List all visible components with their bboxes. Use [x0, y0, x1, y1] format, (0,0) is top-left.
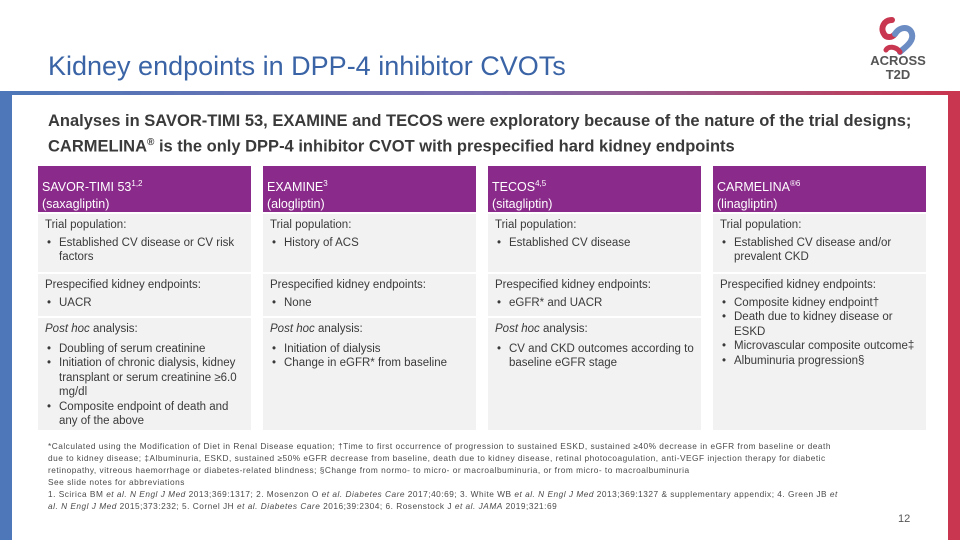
endpoints-cell: Prespecified kidney endpoints: Composite…	[713, 274, 926, 430]
list-item: Doubling of serum creatinine	[45, 342, 244, 357]
posthoc-cell: Post hoc analysis: Initiation of dialysi…	[263, 318, 476, 430]
posthoc-cell: Post hoc analysis: CV and CKD outcomes a…	[488, 318, 701, 430]
population-cell: Trial population: Established CV disease…	[713, 214, 926, 272]
list-item: Change in eGFR* from baseline	[270, 356, 469, 371]
endpoints-cell: Prespecified kidney endpoints: UACR	[38, 274, 251, 316]
list-item: UACR	[45, 296, 244, 311]
column-examine: EXAMINE3 (alogliptin) Trial population: …	[263, 166, 476, 430]
left-accent-bar	[0, 91, 12, 540]
slide-subtitle: Analyses in SAVOR-TIMI 53, EXAMINE and T…	[48, 112, 912, 156]
column-carmelina: CARMELINA®6 (linagliptin) Trial populati…	[713, 166, 926, 430]
list-item: Composite endpoint of death and any of t…	[45, 400, 244, 429]
top-accent-rule	[12, 91, 948, 95]
population-cell: Trial population: History of ACS	[263, 214, 476, 272]
posthoc-cell: Post hoc analysis: Doubling of serum cre…	[38, 318, 251, 430]
endpoints-cell: Prespecified kidney endpoints: None	[263, 274, 476, 316]
right-accent-bar	[948, 91, 960, 540]
footnotes: *Calculated using the Modification of Di…	[48, 440, 848, 512]
slide-title: Kidney endpoints in DPP-4 inhibitor CVOT…	[48, 51, 566, 81]
header-tecos: TECOS4,5 (sitagliptin)	[488, 166, 701, 212]
column-savor-timi: SAVOR-TIMI 531,2 (saxagliptin) Trial pop…	[38, 166, 251, 430]
footnote-definitions: *Calculated using the Modification of Di…	[48, 441, 831, 475]
list-item: Established CV disease or CV risk factor…	[45, 236, 244, 265]
list-item: Composite kidney endpoint†	[720, 296, 919, 311]
list-item: None	[270, 296, 469, 311]
list-item: Established CV disease	[495, 236, 694, 251]
header-examine: EXAMINE3 (alogliptin)	[263, 166, 476, 212]
header-savor-timi: SAVOR-TIMI 531,2 (saxagliptin)	[38, 166, 251, 212]
list-item: Initiation of dialysis	[270, 342, 469, 357]
list-item: Albuminuria progression§	[720, 354, 919, 369]
logo-wordmark: ACROSS T2D	[870, 53, 926, 82]
header-carmelina: CARMELINA®6 (linagliptin)	[713, 166, 926, 212]
list-item: History of ACS	[270, 236, 469, 251]
footnote-abbreviations: See slide notes for abbreviations	[48, 477, 185, 487]
across-t2d-logo-icon	[879, 17, 916, 55]
list-item: Death due to kidney disease or ESKD	[720, 310, 919, 339]
endpoints-cell: Prespecified kidney endpoints: eGFR* and…	[488, 274, 701, 316]
page-number: 12	[898, 513, 911, 525]
column-tecos: TECOS4,5 (sitagliptin) Trial population:…	[488, 166, 701, 430]
population-cell: Trial population: Established CV disease…	[38, 214, 251, 272]
list-item: Microvascular composite outcome‡	[720, 339, 919, 354]
list-item: Established CV disease and/or prevalent …	[720, 236, 919, 265]
list-item: CV and CKD outcomes according to baselin…	[495, 342, 694, 371]
list-item: Initiation of chronic dialysis, kidney t…	[45, 356, 244, 400]
references: 1. Scirica BM et al. N Engl J Med 2013;3…	[48, 489, 838, 511]
population-cell: Trial population: Established CV disease	[488, 214, 701, 272]
list-item: eGFR* and UACR	[495, 296, 694, 311]
